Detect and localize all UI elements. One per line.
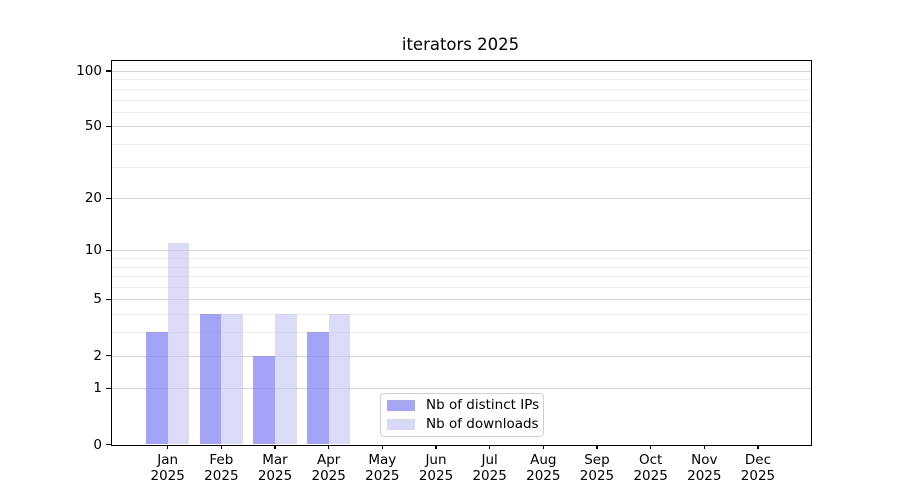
x-axis-label: May 2025 xyxy=(354,452,410,484)
bar-distinct-ips-mar xyxy=(253,355,275,445)
x-axis-label: Apr 2025 xyxy=(301,452,357,484)
x-axis-label: Jan 2025 xyxy=(140,452,196,484)
x-axis-label-year: 2025 xyxy=(150,467,185,484)
x-axis-label: Aug 2025 xyxy=(515,452,571,484)
y-axis-tick xyxy=(105,387,111,389)
x-axis-label-year: 2025 xyxy=(365,467,400,484)
x-axis-tick xyxy=(435,444,437,449)
y-axis-tick xyxy=(105,298,111,301)
x-axis-label-year: 2025 xyxy=(633,467,668,484)
y-axis-tick xyxy=(105,125,111,127)
y-axis-label: 2 xyxy=(93,347,102,364)
legend-label-downloads: Nb of downloads xyxy=(426,416,539,432)
x-axis-tick xyxy=(757,444,759,449)
x-axis-label-year: 2025 xyxy=(204,467,239,484)
x-axis-tick xyxy=(489,444,491,449)
bar-distinct-ips-feb xyxy=(199,314,222,445)
gridline-major xyxy=(112,299,811,301)
x-axis-label-year: 2025 xyxy=(526,467,561,484)
x-axis-label-year: 2025 xyxy=(740,467,776,484)
legend-swatch-downloads xyxy=(387,418,415,430)
gridline-minor xyxy=(112,99,811,101)
x-axis-label-year: 2025 xyxy=(311,467,346,484)
bar-downloads-apr xyxy=(328,314,351,445)
x-axis-label-year: 2025 xyxy=(418,467,454,484)
x-axis-tick xyxy=(650,444,652,449)
y-axis-label: 5 xyxy=(93,291,102,308)
y-axis-label: 100 xyxy=(76,63,102,79)
gridline-minor xyxy=(112,143,811,145)
x-axis-label-year: 2025 xyxy=(257,467,293,484)
x-axis-label: Feb 2025 xyxy=(193,452,249,484)
x-axis-label: Oct 2025 xyxy=(623,452,679,484)
x-axis-tick xyxy=(167,444,169,449)
x-axis-tick xyxy=(542,444,544,449)
y-axis-tick xyxy=(105,443,111,446)
gridline-major xyxy=(112,126,811,128)
y-axis-tick xyxy=(105,197,111,199)
x-axis-label: Mar 2025 xyxy=(247,452,303,484)
x-axis-tick xyxy=(381,444,383,449)
x-axis-tick xyxy=(596,444,598,449)
gridline-minor xyxy=(112,266,811,268)
plot-area: Nb of distinct IPs Nb of downloads 100 50… xyxy=(76,59,812,484)
x-axis-tick xyxy=(220,444,222,449)
x-axis-label-year: 2025 xyxy=(687,467,722,484)
gridline-minor xyxy=(112,332,811,334)
bar-downloads-jan xyxy=(167,243,190,445)
x-axis-label: Nov 2025 xyxy=(676,452,732,484)
x-axis-label-year: 2025 xyxy=(579,467,615,484)
y-axis-tick xyxy=(105,249,111,252)
y-axis-label: 1 xyxy=(93,380,102,397)
x-axis-label: Jul 2025 xyxy=(462,452,518,484)
x-axis-label: Jun 2025 xyxy=(408,452,464,484)
legend-label-distinct-ips: Nb of distinct IPs xyxy=(426,397,540,413)
legend: Nb of distinct IPs Nb of downloads xyxy=(380,392,544,437)
bar-downloads-mar xyxy=(275,314,297,445)
gridline-minor xyxy=(112,166,811,168)
gridline-major xyxy=(112,388,811,390)
y-axis-tick xyxy=(105,70,111,72)
bar-downloads-feb xyxy=(221,314,244,445)
gridline-minor xyxy=(112,258,811,260)
gridline-major xyxy=(112,355,811,357)
y-axis-label: 50 xyxy=(84,118,102,135)
y-axis-label: 20 xyxy=(84,190,102,207)
gridline-major xyxy=(112,198,811,200)
legend-swatch-distinct-ips xyxy=(387,399,415,411)
gridline-major xyxy=(112,250,811,252)
x-axis-tick xyxy=(328,444,330,449)
bar-distinct-ips-apr xyxy=(306,332,329,445)
legend-entry-distinct-ips: Nb of distinct IPs xyxy=(387,397,543,413)
gridline-minor xyxy=(112,88,811,90)
gridline-major xyxy=(112,71,811,72)
chart-title: iterators 2025 xyxy=(401,35,520,54)
gridline-minor xyxy=(112,79,811,81)
bar-distinct-ips-jan xyxy=(146,332,168,445)
legend-entry-downloads: Nb of downloads xyxy=(387,416,543,432)
x-axis-tick xyxy=(703,444,705,449)
gridline-minor xyxy=(112,111,811,113)
y-axis-label: 10 xyxy=(84,242,102,259)
x-axis-label-year: 2025 xyxy=(472,467,507,484)
x-axis-label: Dec 2025 xyxy=(730,452,786,484)
y-axis-label: 0 xyxy=(93,436,102,453)
gridline-minor xyxy=(112,287,811,289)
y-axis-tick xyxy=(105,354,111,357)
x-axis-tick xyxy=(274,444,276,449)
x-axis-label: Sep 2025 xyxy=(569,452,625,484)
gridline-minor xyxy=(112,276,811,278)
gridline-minor xyxy=(112,314,811,316)
